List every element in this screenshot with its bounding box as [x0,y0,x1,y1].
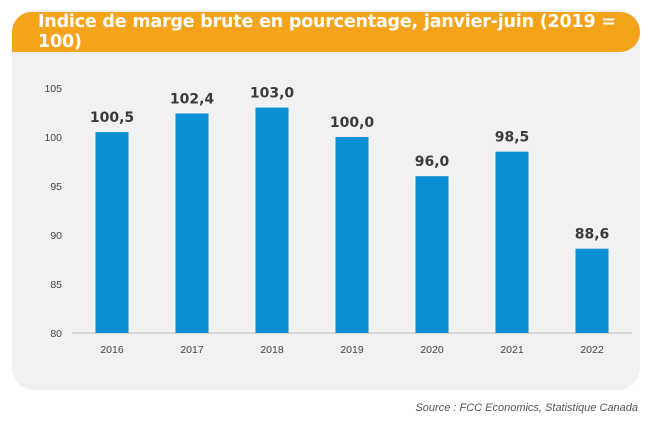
bar-value-label: 98,5 [495,130,530,146]
x-tick-label: 2022 [580,344,604,356]
x-tick-label: 2019 [340,344,364,356]
bar-value-label: 96,0 [415,154,450,170]
source-note: Source : FCC Economics, Statistique Cana… [415,402,638,414]
bar-value-label: 100,5 [90,110,134,126]
x-tick-label: 2021 [500,344,524,356]
bar-value-label: 88,6 [575,227,610,243]
y-tick-label: 100 [44,132,62,144]
x-tick-label: 2016 [100,344,124,356]
chart-title: Indice de marge brute en pourcentage, ja… [38,12,616,52]
x-tick-label: 2017 [180,344,204,356]
y-tick-label: 90 [50,230,62,242]
bar [255,107,289,333]
bar [175,113,209,333]
bar-value-label: 100,0 [330,115,375,131]
bar-value-label: 103,0 [250,86,295,102]
chart-title-bar: Indice de marge brute en pourcentage, ja… [12,12,640,52]
bar [575,248,609,333]
bar [495,151,529,333]
y-tick-label: 85 [50,279,62,291]
y-tick-label: 105 [44,83,62,95]
y-tick-label: 80 [50,328,62,340]
x-tick-label: 2020 [420,344,444,356]
bar [335,137,369,333]
y-tick-label: 95 [50,181,62,193]
x-tick-label: 2018 [260,344,284,356]
bar-value-label: 102,4 [170,91,215,107]
bar [415,176,449,333]
bar [95,132,129,333]
